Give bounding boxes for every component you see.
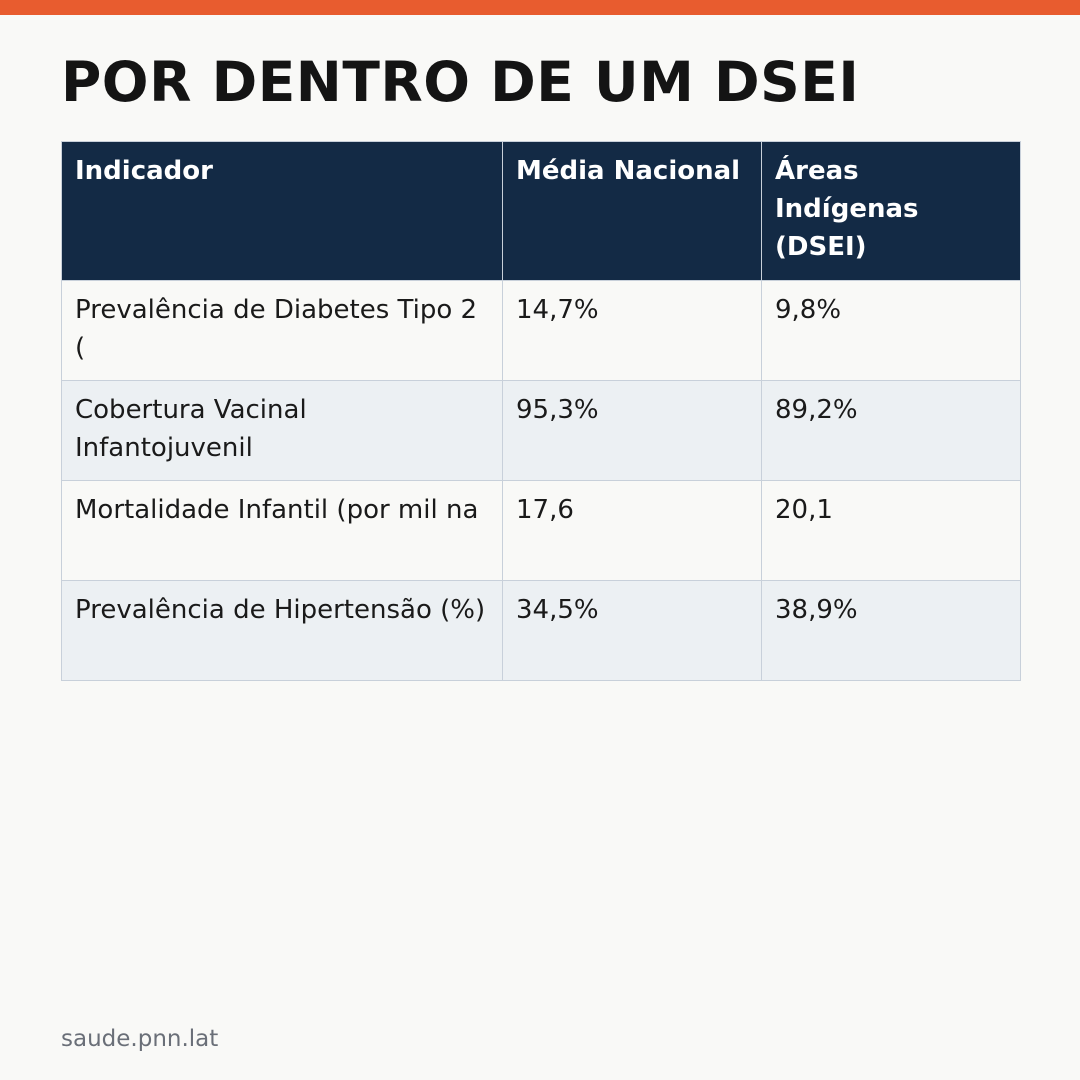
- national-average-cell: 95,3%: [502, 380, 762, 481]
- table-body: Prevalência de Diabetes Tipo 2 ( 14,7% 9…: [61, 280, 1021, 681]
- top-accent-bar: [0, 0, 1080, 15]
- indicator-cell: Prevalência de Diabetes Tipo 2 (: [61, 280, 503, 381]
- national-average-cell: 34,5%: [502, 580, 762, 681]
- indigenous-areas-cell: 20,1: [761, 480, 1021, 581]
- table-row: Prevalência de Hipertensão (%) 34,5% 38,…: [61, 580, 1021, 681]
- indicator-cell: Mortalidade Infantil (por mil na: [61, 480, 503, 581]
- column-header-media-nacional: Média Nacional: [502, 141, 762, 281]
- table-header-row: Indicador Média Nacional Áreas Indígenas…: [61, 141, 1021, 281]
- indicator-cell: Prevalência de Hipertensão (%): [61, 580, 503, 681]
- table-row: Cobertura Vacinal Infantojuvenil 95,3% 8…: [61, 380, 1021, 481]
- source-footer: saude.pnn.lat: [61, 1026, 219, 1052]
- page-title: POR DENTRO DE UM DSEI: [61, 50, 860, 114]
- column-header-indicador: Indicador: [61, 141, 503, 281]
- table-row: Prevalência de Diabetes Tipo 2 ( 14,7% 9…: [61, 280, 1021, 381]
- indicators-table: Indicador Média Nacional Áreas Indígenas…: [61, 141, 1021, 681]
- national-average-cell: 14,7%: [502, 280, 762, 381]
- column-header-areas-indigenas: Áreas Indígenas (DSEI): [761, 141, 1021, 281]
- indigenous-areas-cell: 89,2%: [761, 380, 1021, 481]
- table-header: Indicador Média Nacional Áreas Indígenas…: [61, 141, 1021, 281]
- indigenous-areas-cell: 38,9%: [761, 580, 1021, 681]
- indigenous-areas-cell: 9,8%: [761, 280, 1021, 381]
- table-row: Mortalidade Infantil (por mil na 17,6 20…: [61, 480, 1021, 581]
- indicator-cell: Cobertura Vacinal Infantojuvenil: [61, 380, 503, 481]
- national-average-cell: 17,6: [502, 480, 762, 581]
